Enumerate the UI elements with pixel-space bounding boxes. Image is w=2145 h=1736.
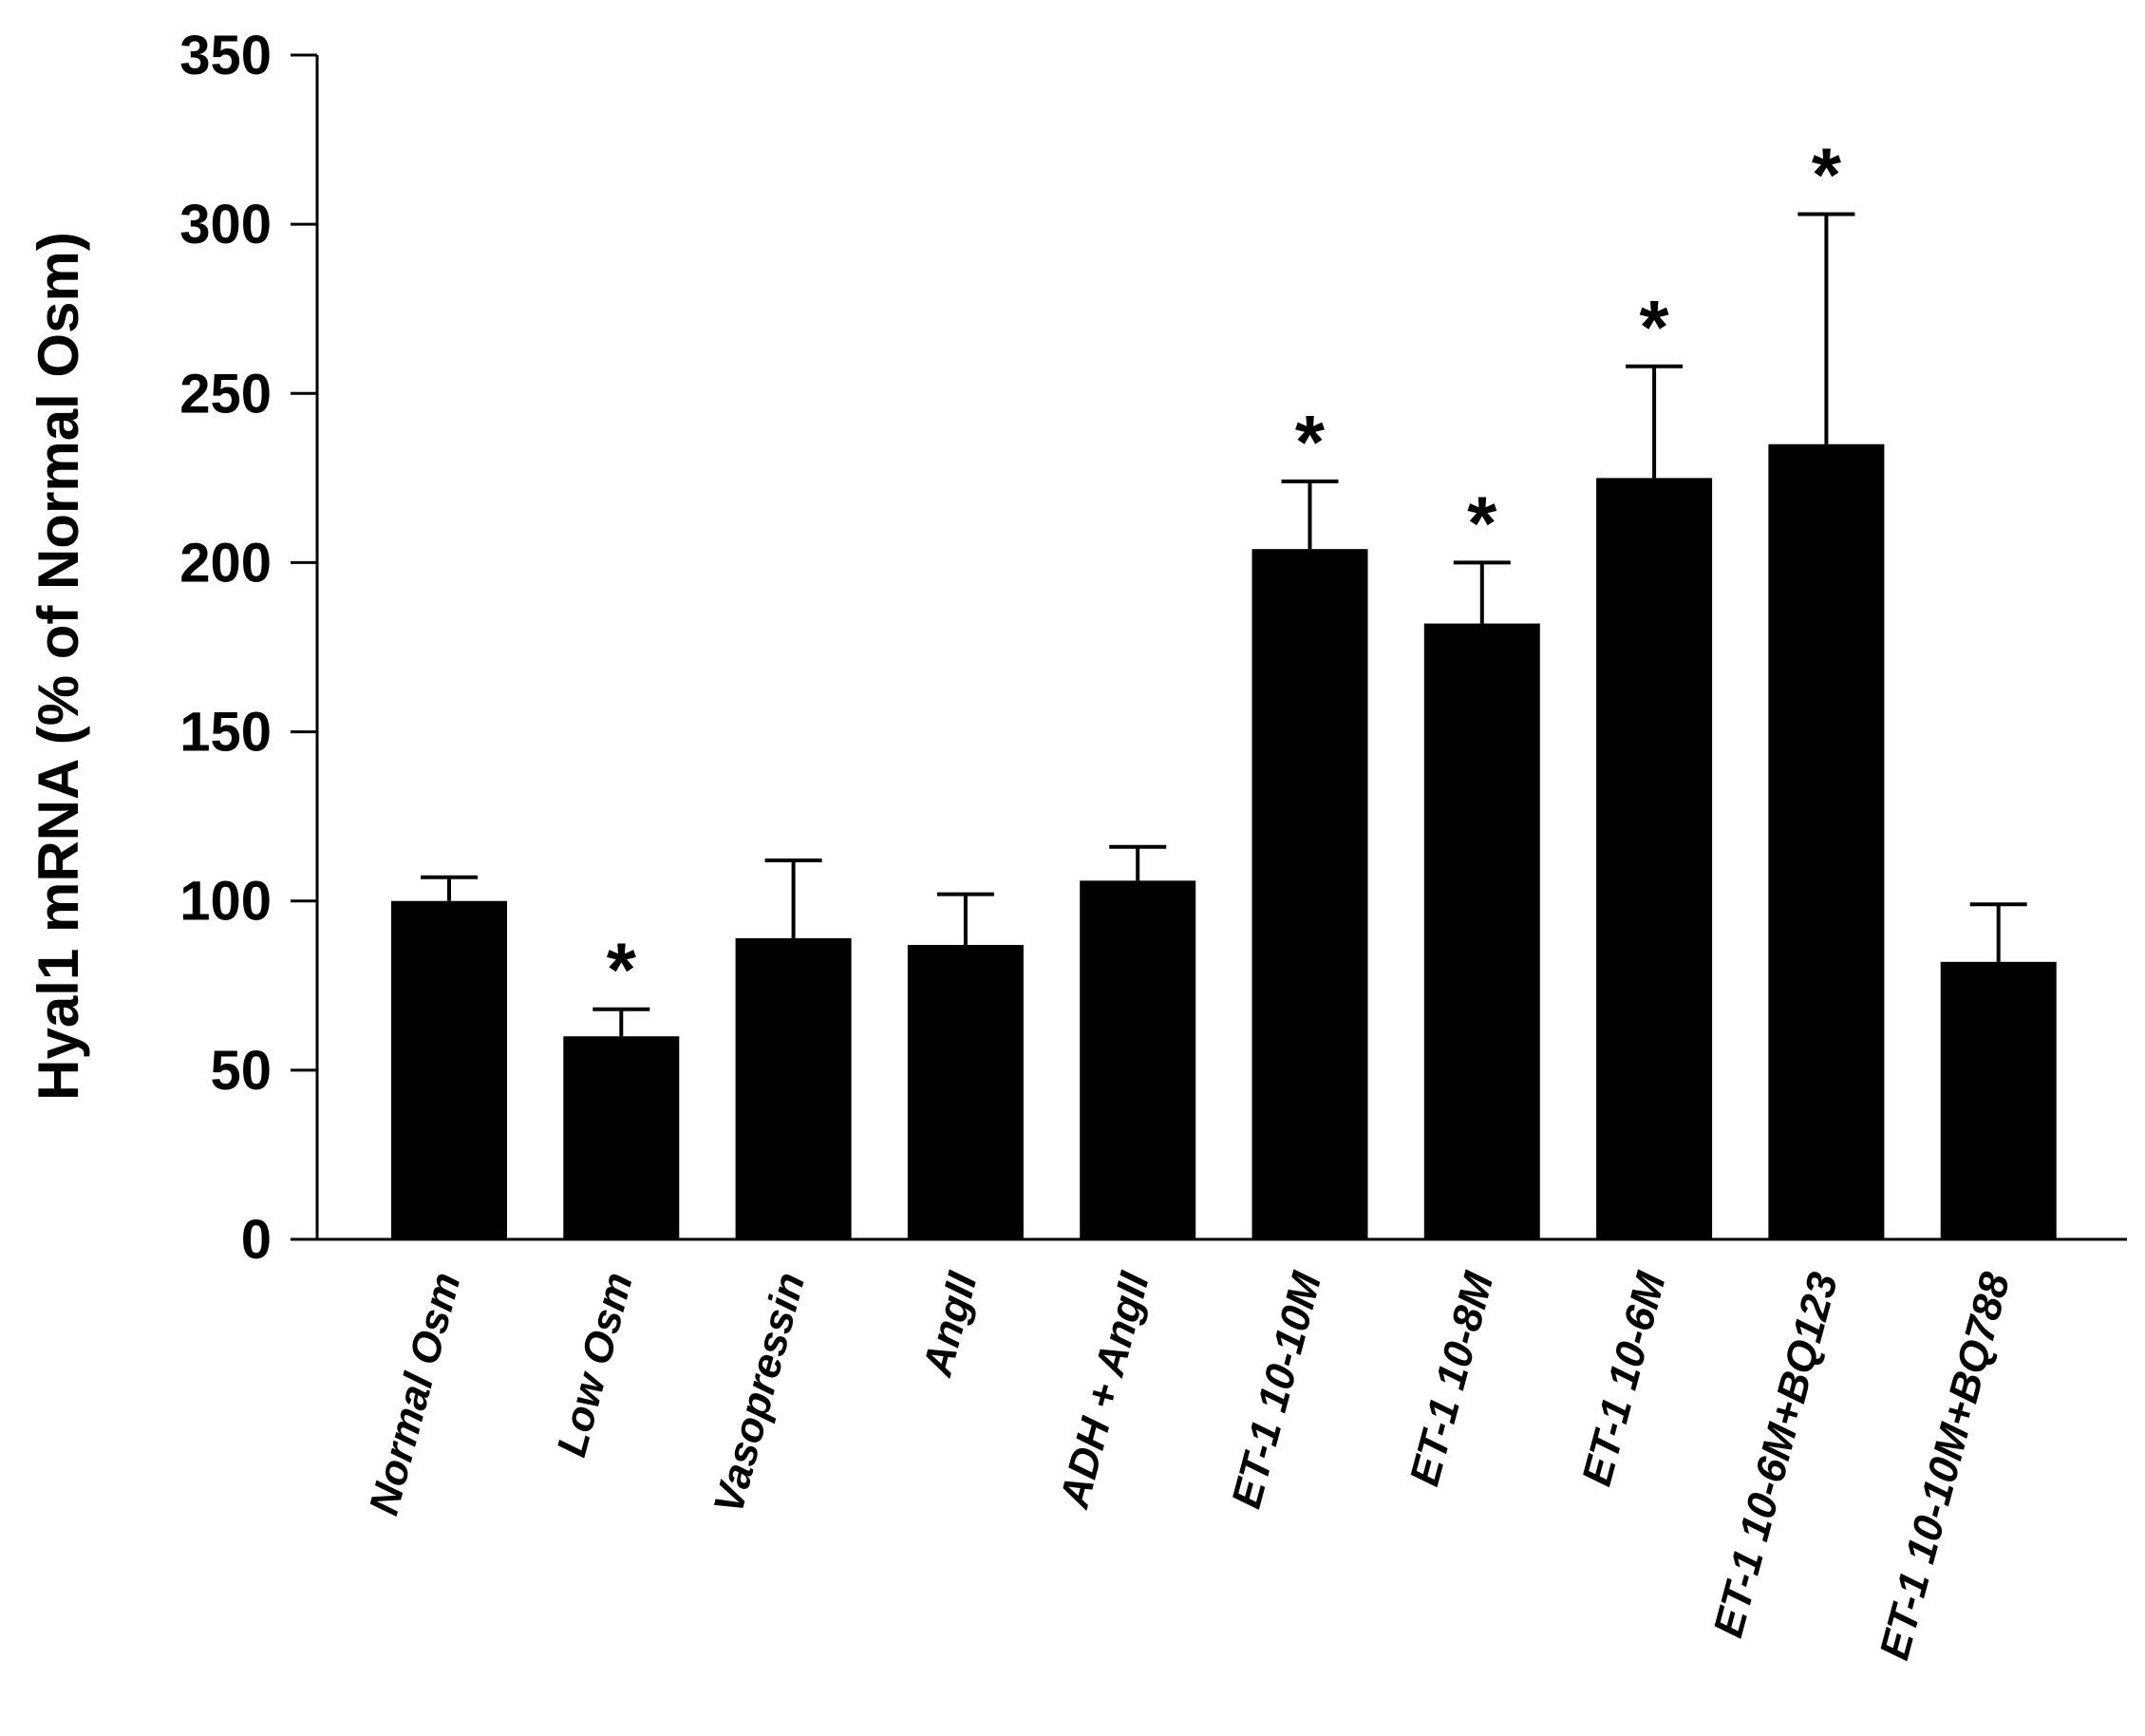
bar	[1940, 961, 2057, 1239]
bar	[1768, 443, 1885, 1239]
y-tick-label: 200	[179, 532, 272, 594]
bar	[907, 945, 1024, 1239]
y-axis-title: Hyal1 mRNA (% of Normal Osm)	[27, 232, 90, 1101]
bar	[1251, 549, 1368, 1239]
bar	[391, 900, 507, 1239]
significance-star: *	[1295, 400, 1326, 484]
x-tick-label: ADH + AngII	[1051, 1267, 1158, 1514]
significance-star: *	[1812, 132, 1842, 217]
y-tick-label: 350	[179, 25, 272, 86]
bar	[563, 1036, 680, 1239]
x-tick-label: Low Osm	[548, 1268, 642, 1462]
x-tick-label: ET-1 10-8M	[1402, 1267, 1503, 1491]
significance-star: *	[607, 928, 637, 1012]
x-tick-label: ET-1 10-6M+BQ123	[1705, 1268, 1848, 1642]
y-tick-label: 150	[179, 702, 272, 764]
significance-marks: * * * * *	[607, 132, 1842, 1011]
x-tick-label: AngII	[914, 1267, 987, 1382]
y-tick-label: 50	[210, 1040, 272, 1102]
bars	[391, 443, 2057, 1239]
x-tick-label: ET-1 10-10M	[1223, 1267, 1331, 1514]
significance-star: *	[1467, 481, 1497, 565]
x-tick-label: ET-1 10-6M	[1573, 1267, 1675, 1491]
x-tick-labels: Normal Osm Low Osm Vasopressin AngII ADH + A…	[361, 1267, 2020, 1665]
x-tick-label: ET-1 10-10M+BQ788	[1871, 1267, 2019, 1664]
x-tick-label: Vasopressin	[706, 1268, 815, 1519]
y-axis-title-group: Hyal1 mRNA (% of Normal Osm)	[27, 232, 90, 1101]
error-bars	[421, 212, 2027, 1037]
significance-star: *	[1640, 285, 1670, 369]
y-ticks: 0 50 100 150 200 250 300 350	[179, 25, 317, 1271]
x-tick-label: Normal Osm	[361, 1268, 470, 1519]
y-tick-label: 300	[179, 194, 272, 255]
y-tick-label: 100	[179, 871, 272, 933]
bar	[735, 937, 852, 1239]
bar	[1080, 880, 1196, 1239]
y-tick-label: 0	[241, 1209, 272, 1271]
bar	[1596, 478, 1713, 1239]
bar	[1423, 623, 1540, 1239]
y-tick-label: 250	[179, 363, 272, 425]
